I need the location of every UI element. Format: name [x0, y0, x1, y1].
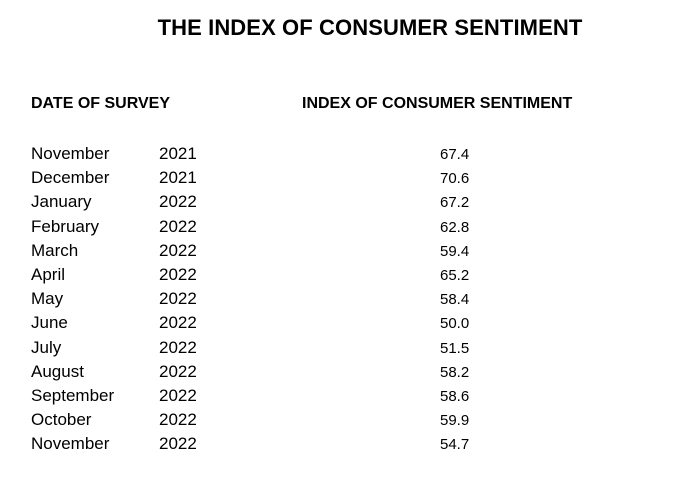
survey-month: June — [31, 313, 68, 333]
data-table: November 2021 67.4 December 2021 70.6 January 2… — [0, 144, 684, 458]
sentiment-value: 51.5 — [440, 339, 470, 357]
table-row: April 2022 65.2 — [0, 265, 684, 289]
survey-year: 2022 — [159, 361, 197, 381]
survey-year: 2022 — [159, 313, 197, 333]
table-row: August 2022 58.2 — [0, 362, 684, 386]
sentiment-value: 50.0 — [440, 315, 470, 333]
sentiment-value: 62.8 — [440, 218, 470, 236]
survey-month: July — [31, 337, 62, 357]
survey-year: 2022 — [159, 434, 197, 454]
table-row: July 2022 51.5 — [0, 338, 684, 362]
survey-year: 2022 — [159, 385, 197, 405]
survey-month: May — [31, 289, 64, 309]
survey-month: April — [31, 264, 66, 284]
survey-month: November — [31, 434, 110, 454]
survey-month: August — [31, 361, 84, 381]
sentiment-value: 59.9 — [440, 412, 470, 430]
survey-year: 2022 — [159, 289, 197, 309]
table-row: October 2022 59.9 — [0, 410, 684, 434]
sentiment-value: 58.4 — [440, 291, 470, 309]
table-row: November 2021 67.4 — [0, 144, 684, 168]
table-row: June 2022 50.0 — [0, 313, 684, 337]
table-row: January 2022 67.2 — [0, 192, 684, 216]
index-column-header: INDEX OF CONSUMER SENTIMENT — [302, 95, 573, 112]
survey-year: 2022 — [159, 410, 197, 430]
table-row: February 2022 62.8 — [0, 217, 684, 241]
sentiment-value: 54.7 — [440, 436, 470, 454]
survey-month: March — [31, 240, 79, 260]
table-row: May 2022 58.4 — [0, 289, 684, 313]
survey-year: 2022 — [159, 240, 197, 260]
survey-year: 2021 — [159, 168, 197, 188]
sentiment-value: 59.4 — [440, 242, 470, 260]
table-row: December 2021 70.6 — [0, 168, 684, 192]
sentiment-value: 65.2 — [440, 266, 470, 284]
survey-year: 2022 — [159, 216, 197, 236]
sentiment-value: 67.4 — [440, 146, 470, 163]
survey-year: 2022 — [159, 264, 197, 284]
table-row: March 2022 59.4 — [0, 241, 684, 265]
survey-month: January — [31, 192, 92, 212]
sentiment-value: 58.2 — [440, 363, 470, 381]
survey-month: September — [31, 385, 115, 405]
page-title: THE INDEX OF CONSUMER SENTIMENT — [157, 15, 583, 40]
table-row: September 2022 58.6 — [0, 386, 684, 410]
survey-year: 2022 — [159, 192, 197, 212]
survey-month: October — [31, 410, 92, 430]
date-column-header: DATE OF SURVEY — [31, 95, 170, 112]
survey-month: December — [31, 168, 110, 188]
sentiment-value: 70.6 — [440, 170, 470, 188]
survey-year: 2022 — [159, 337, 197, 357]
sentiment-value: 58.6 — [440, 387, 470, 405]
survey-month: February — [31, 216, 100, 236]
table-row: November 2022 54.7 — [0, 434, 684, 458]
survey-year: 2021 — [159, 144, 197, 163]
survey-month: November — [31, 144, 110, 163]
sentiment-value: 67.2 — [440, 194, 470, 212]
